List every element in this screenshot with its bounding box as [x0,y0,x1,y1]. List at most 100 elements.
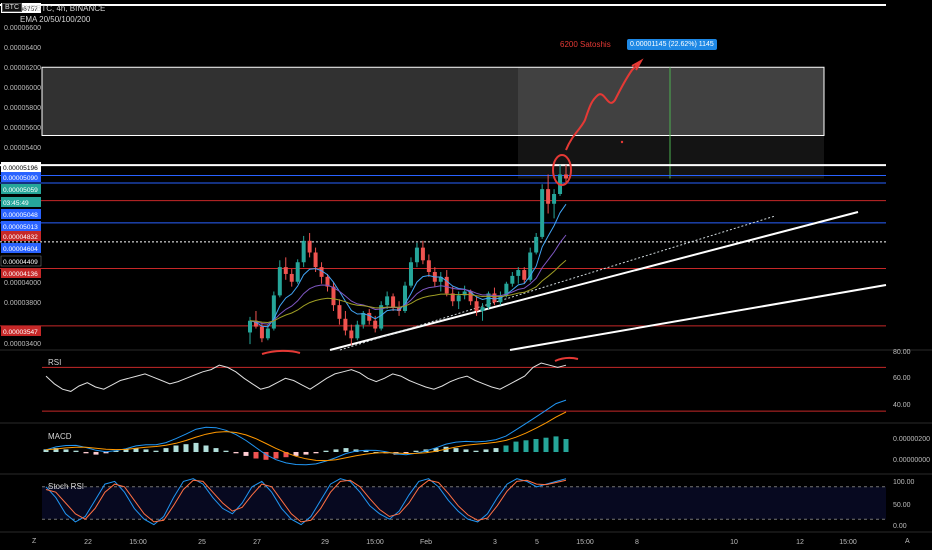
candle-body [379,305,384,329]
macd-histogram-bar [533,439,539,452]
macd-histogram-bar [503,445,509,452]
y-tick-label: 0.00004000 [4,280,41,287]
macd-histogram-bar [413,450,419,452]
candle-body [403,285,408,311]
candle-body [516,270,521,276]
macd-histogram-bar [143,449,149,452]
rsi-annotation-left [261,349,301,355]
stoch-rsi-label[interactable]: Stoch RSI [48,482,85,491]
macd-histogram-bar [233,452,239,454]
candle-body [438,276,443,282]
macd-histogram-bar [493,448,499,452]
macd-histogram-bar [113,450,119,452]
macd-histogram-bar [363,450,369,452]
candle-body [450,293,455,302]
price-tag-bg [1,268,41,278]
price-tag-bg [1,209,41,219]
candle-body [564,174,568,179]
macd-histogram-bar [183,444,189,452]
price-tag-bg [1,326,41,336]
x-tick-label: 22 [84,539,92,546]
macd-histogram-bar [403,452,409,454]
candle-body [444,276,449,294]
candle-body [486,293,491,308]
x-tick-label: 3 [493,539,497,546]
price-tag-label: 0.00005013 [3,224,38,231]
symbol-legend[interactable]: SXPBTC, 4h, BINANCE [20,4,106,13]
candle-body [259,326,264,339]
x-tick-label: 15:00 [839,539,857,546]
x-tick-label: 25 [198,539,206,546]
candle-body [343,318,348,331]
candle-body [271,295,276,329]
price-tag-bg [1,243,41,253]
candle-body [510,275,515,284]
x-tick-label: 8 [635,539,639,546]
y-tick-label: 0.00006600 [4,25,41,32]
macd-histogram-bar [53,448,59,452]
candle-body [355,324,360,339]
ema-line-1 [249,234,567,325]
candle-body [337,305,342,319]
candle-body [492,293,497,303]
ema-line-0 [249,203,567,328]
ema-legend[interactable]: EMA 20/50/100/200 [20,15,91,24]
macd-tick-label: 0.00000200 [893,436,930,443]
macd-histogram-bar [43,449,49,452]
macd-histogram-bar [473,450,479,452]
macd-histogram-bar [213,448,219,452]
target-zone [41,66,825,136]
macd-histogram-bar [83,452,89,454]
zoom-button[interactable]: Z [32,538,37,545]
candle-body [468,291,473,302]
candle-body [414,247,419,263]
rsi-tick-label: 40.00 [893,402,911,409]
auto-scale-button[interactable]: A [905,538,910,545]
candle-body [349,330,354,339]
candle-body [289,273,294,282]
target-annotation: 6200 Satoshis [560,40,611,49]
macd-histogram-bar [313,452,319,454]
price-tag-label: 0.00005048 [3,212,38,219]
macd-histogram-bar [63,449,69,452]
price-tag-label: 0.00003547 [3,329,38,336]
rsi-tick-label: 60.00 [893,375,911,382]
price-tag-label: 0.00005059 [3,187,38,194]
macd-histogram-bar [173,445,179,452]
y-tick-label: 0.00005800 [4,105,41,112]
stoch-tick-label: 0.00 [893,523,907,530]
macd-signal-line [45,411,567,462]
macd-histogram-bar [553,436,559,452]
projection-arrowhead [631,58,644,71]
candle-body [265,328,270,339]
macd-histogram-bar [513,441,519,452]
candle-body [385,296,390,306]
price-tag-label: 0.00005196 [3,165,38,172]
rsi-tick-label: 80.00 [893,349,911,356]
candle-body [373,320,378,329]
macd-histogram-bar [483,449,489,452]
macd-histogram-bar [343,448,349,452]
candle-body [540,189,545,237]
macd-histogram-bar [153,450,159,452]
candle-body [283,267,288,274]
candle-body [528,252,533,280]
x-tick-label: 10 [730,539,738,546]
macd-histogram-bar [223,450,229,452]
rsi-label[interactable]: RSI [48,358,62,367]
price-tag-bg [1,197,41,207]
macd-histogram-bar [93,452,99,455]
candle-body [248,320,252,333]
macd-histogram-bar [273,452,279,459]
candle-body [552,194,557,204]
price-tag-bg [1,162,41,172]
stoch-tick-label: 100.00 [893,479,915,486]
y-tick-label: 0.00006400 [4,45,41,52]
macd-histogram-bar [543,437,549,452]
macd-histogram-bar [243,452,249,456]
candle-body [546,189,551,204]
x-tick-label: 15:00 [576,539,594,546]
macd-label[interactable]: MACD [48,432,72,441]
